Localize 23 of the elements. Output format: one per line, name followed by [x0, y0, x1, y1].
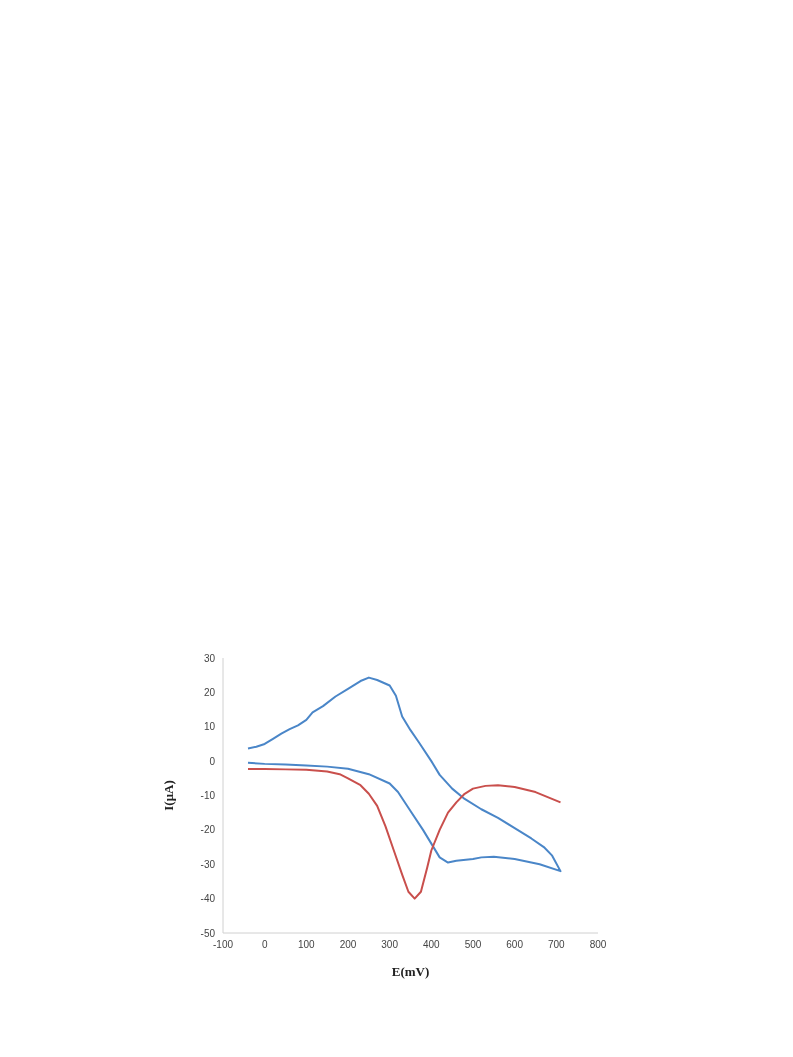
line-series — [247, 768, 562, 900]
y-axis-title: I(μA) — [160, 780, 176, 811]
y-tick-label: 10 — [203, 721, 216, 733]
x-tick-label: -100 — [212, 939, 234, 951]
y-tick-label: -20 — [200, 824, 216, 836]
line-series — [247, 676, 562, 873]
x-tick-label: 400 — [422, 939, 441, 951]
y-tick-label: -50 — [200, 927, 216, 939]
y-tick-label: -40 — [200, 893, 216, 905]
x-tick-label: 700 — [547, 939, 566, 951]
x-tick-label: 500 — [464, 939, 482, 951]
x-tick-label: 600 — [506, 939, 524, 951]
y-tick-label: 0 — [209, 755, 216, 767]
x-tick-label: 300 — [381, 939, 399, 951]
x-tick-label: 100 — [297, 939, 316, 951]
x-axis-title: E(mV) — [391, 964, 430, 979]
y-tick-label: -30 — [200, 858, 216, 870]
y-tick-label: -10 — [200, 790, 216, 802]
x-tick-label: 200 — [339, 939, 357, 951]
y-tick-label: 20 — [203, 686, 216, 698]
y-tick-label: 30 — [203, 652, 216, 664]
x-tick-label: 0 — [261, 939, 268, 951]
x-tick-label: 800 — [589, 939, 607, 951]
